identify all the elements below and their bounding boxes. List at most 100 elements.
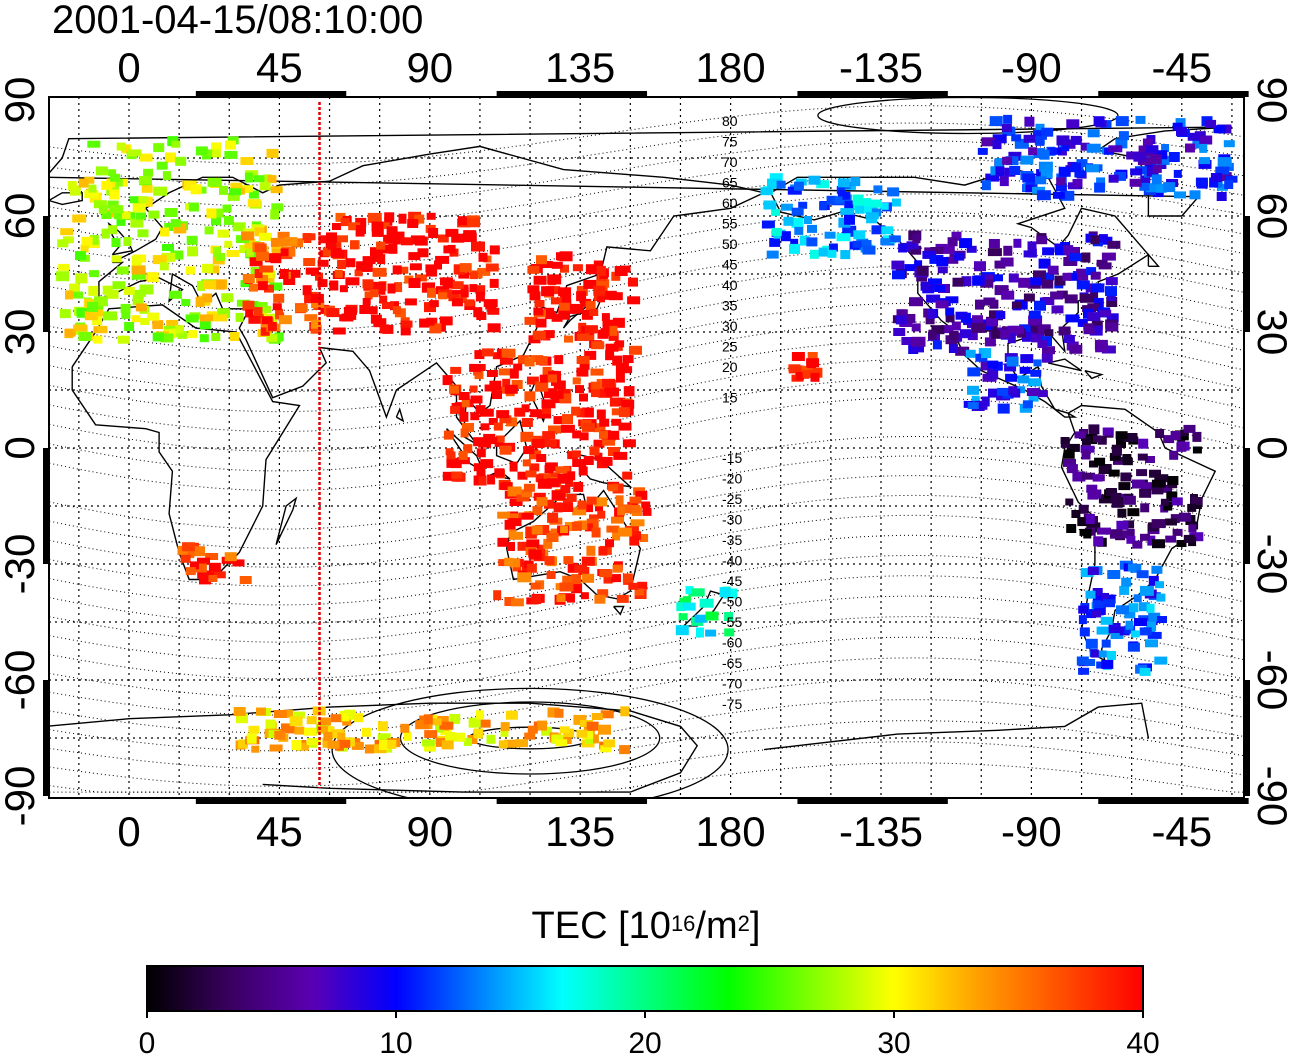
tec-pixel: [571, 574, 582, 585]
tec-pixel: [529, 463, 540, 472]
tec-pixel: [235, 312, 244, 322]
tec-pixel: [537, 478, 552, 489]
map-frame: [43, 91, 1250, 804]
tec-pixel: [434, 260, 442, 270]
tec-pixel: [498, 559, 510, 567]
tec-pixel: [1163, 435, 1175, 444]
tec-pixel: [812, 367, 823, 378]
tec-pixel: [904, 264, 918, 272]
tec-pixel: [1080, 293, 1094, 303]
tec-pixel: [432, 718, 442, 726]
tec-pixel: [1102, 427, 1114, 436]
tec-pixel: [629, 535, 640, 546]
tec-pixel: [971, 322, 986, 333]
tec-pixel: [439, 721, 454, 730]
tec-pixel: [67, 181, 77, 190]
tec-pixel: [1187, 132, 1200, 141]
tec-pixel: [988, 239, 1000, 248]
dip-contour: [49, 514, 1244, 606]
tec-pixel: [1122, 495, 1136, 505]
tec-pixel: [1132, 479, 1145, 489]
tec-pixel: [281, 723, 295, 734]
tec-pixel: [678, 613, 688, 621]
dip-contour: [49, 762, 1244, 793]
tec-pixel: [1133, 594, 1142, 603]
tec-pixel: [254, 243, 267, 253]
tec-pixel: [130, 218, 144, 228]
tec-pixel: [602, 378, 615, 388]
tec-pixel: [170, 250, 184, 260]
tec-pixel: [470, 395, 483, 404]
tec-pixel: [527, 285, 540, 294]
tec-pixel: [593, 423, 606, 433]
tec-pixel: [1151, 487, 1164, 495]
tec-pixel: [986, 318, 999, 327]
tec-pixel: [1138, 145, 1149, 153]
tec-pixel: [541, 399, 556, 409]
tec-pixel: [504, 384, 518, 394]
tec-pixel: [1070, 162, 1081, 172]
tec-pixel: [582, 422, 595, 432]
lon-tick-top--45: -45: [1151, 44, 1212, 91]
tec-pixel: [317, 259, 329, 267]
tec-pixel: [424, 744, 436, 751]
tec-pixel: [560, 424, 575, 433]
tec-pixel: [1007, 333, 1016, 344]
tec-pixel: [1111, 499, 1123, 508]
tec-pixel: [580, 592, 589, 600]
colorbar-tick-0: 0: [139, 1027, 156, 1057]
tec-pixel: [521, 489, 533, 498]
tec-pixel: [1106, 297, 1118, 307]
tec-pixel: [586, 331, 595, 341]
tec-pixel: [320, 717, 331, 726]
tec-pixel: [1094, 339, 1108, 350]
dip-label-80: 80: [722, 113, 738, 129]
tec-pixel: [339, 314, 350, 322]
tec-pixel: [480, 459, 494, 469]
tec-pixel: [1192, 140, 1204, 149]
frame-bar-top: [195, 91, 347, 97]
tec-pixel: [232, 559, 245, 567]
dip-label--45: -45: [722, 573, 742, 589]
dip-contour: [49, 284, 1244, 372]
tec-pixel: [136, 212, 146, 220]
dip-label-65: 65: [722, 175, 738, 191]
tec-pixel: [419, 318, 430, 328]
tec-pixel: [1041, 353, 1053, 363]
tec-pixel: [567, 303, 581, 314]
tec-pixel: [1098, 464, 1112, 474]
tec-pixel: [498, 740, 508, 749]
tec-pixel: [548, 472, 560, 482]
tec-pixel: [390, 301, 399, 311]
tec-pixel: [253, 307, 263, 317]
tec-pixel: [769, 237, 781, 247]
tec-pixel: [611, 574, 621, 583]
tec-pixel: [615, 372, 625, 383]
tec-pixel: [988, 388, 997, 398]
tec-pixel: [329, 280, 339, 291]
tec-pixel: [1072, 179, 1083, 187]
tec-pixel: [362, 298, 371, 305]
tec-pixel: [1090, 271, 1101, 280]
tec-pixel: [1132, 540, 1143, 549]
tec-pixel: [84, 190, 99, 199]
tec-pixel: [977, 147, 988, 155]
tec-pixel: [627, 504, 641, 513]
tec-pixel: [1017, 386, 1026, 394]
tec-pixel: [525, 470, 537, 478]
tec-pixel: [934, 285, 946, 292]
tec-pixel: [615, 495, 624, 506]
tec-pixel: [1069, 253, 1082, 262]
tec-pixel: [992, 134, 1007, 144]
coastline: [262, 783, 631, 793]
tec-pixel: [932, 340, 942, 350]
tec-pixel: [356, 261, 368, 271]
tec-pixel: [514, 407, 526, 417]
tec-pixel: [1097, 527, 1111, 535]
tec-pixel: [445, 732, 456, 741]
tec-pixel: [271, 244, 284, 252]
tec-pixel: [202, 149, 216, 157]
tec-pixel: [583, 456, 594, 465]
tec-pixel: [628, 582, 639, 590]
tec-pixel: [1034, 300, 1046, 311]
